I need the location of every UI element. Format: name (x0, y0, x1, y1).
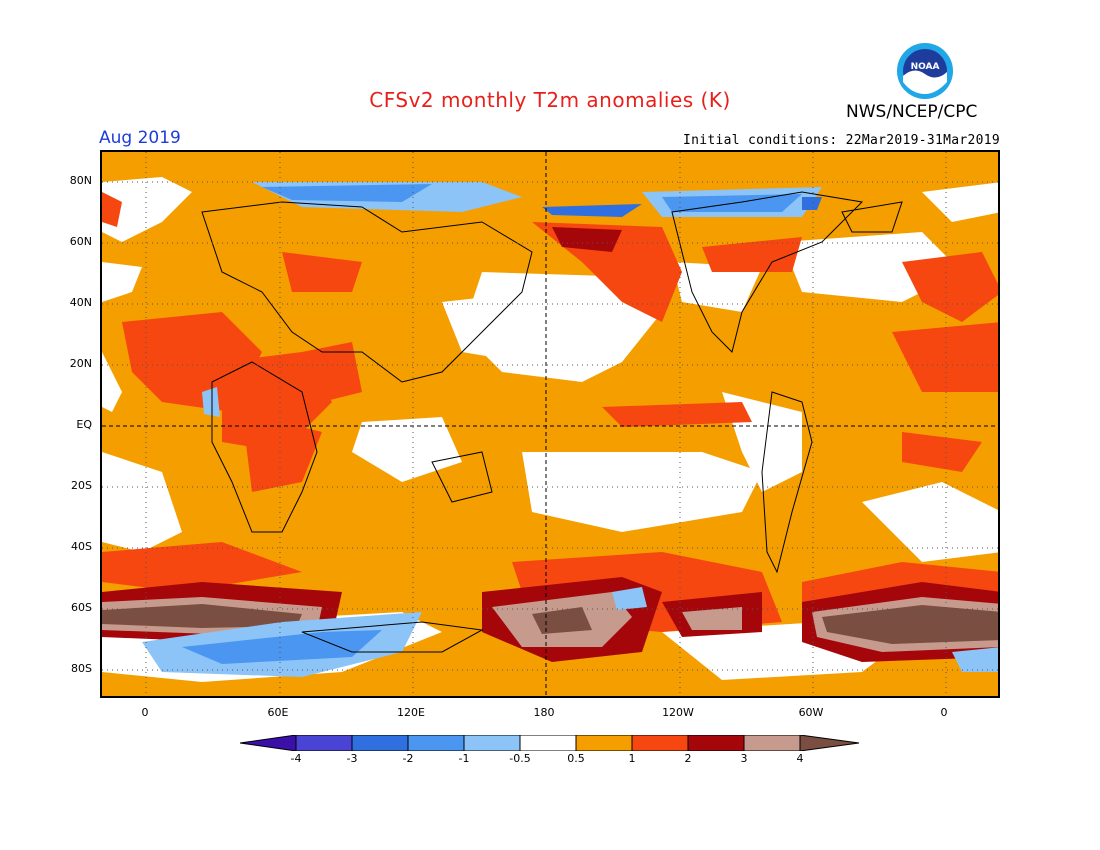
colorbar-label: -1 (458, 752, 470, 765)
lon-label-0-east: 0 (940, 706, 948, 719)
lat-label-40s: 40S (71, 540, 92, 553)
agency-label: NWS/NCEP/CPC (846, 102, 978, 122)
colorbar-label: 3 (740, 752, 748, 765)
colorbar-bin (687, 735, 745, 751)
lat-label-60s: 60S (71, 601, 92, 614)
colorbar-label: 1 (628, 752, 636, 765)
colorbar (240, 735, 860, 751)
colorbar-bin (519, 735, 577, 751)
initial-conditions: Initial conditions: 22Mar2019-31Mar2019 (683, 133, 1000, 148)
lon-label-60e: 60E (267, 706, 289, 719)
colorbar-label: -0.5 (509, 752, 531, 765)
colorbar-bin (295, 735, 353, 751)
anomaly-map (100, 150, 1000, 698)
colorbar-label: -4 (290, 752, 302, 765)
colorbar-bin (407, 735, 465, 751)
anomaly-field (102, 152, 998, 696)
coastlines (201, 191, 903, 653)
lon-label-120w: 120W (662, 706, 694, 719)
lat-label-80n: 80N (69, 174, 92, 187)
colorbar-label: 0.5 (567, 752, 585, 765)
colorbar-label: -2 (402, 752, 414, 765)
equator-and-dateline (102, 152, 998, 696)
colorbar-label: -3 (346, 752, 358, 765)
lon-label-60w: 60W (798, 706, 824, 719)
noaa-logo-icon: NOAA (897, 43, 953, 99)
lat-label-20n: 20N (69, 357, 92, 370)
colorbar-bin (463, 735, 521, 751)
lat-label-80s: 80S (71, 662, 92, 675)
cool-2-regions (182, 184, 802, 664)
lat-label-40n: 40N (69, 296, 92, 309)
warm-4-regions (102, 604, 998, 644)
colorbar-label: 4 (796, 752, 804, 765)
lat-label-60n: 60N (69, 235, 92, 248)
forecast-month: Aug 2019 (99, 128, 181, 148)
lon-label-0: 0 (141, 706, 149, 719)
colorbar-min-arrow (240, 735, 297, 751)
colorbar-max-arrow (799, 735, 860, 751)
lat-label-20s: 20S (71, 479, 92, 492)
colorbar-bin (743, 735, 801, 751)
map-title: CFSv2 monthly T2m anomalies (K) (369, 88, 731, 112)
svg-text:NOAA: NOAA (911, 62, 940, 72)
colorbar-label: 2 (684, 752, 692, 765)
cool-3-regions (542, 197, 822, 217)
colorbar-bin (351, 735, 409, 751)
colorbar-bin (575, 735, 633, 751)
lon-label-120e: 120E (397, 706, 425, 719)
gridlines (102, 152, 998, 696)
lon-label-180: 180 (533, 706, 555, 719)
lat-label-eq: EQ (76, 418, 92, 431)
colorbar-bin (631, 735, 689, 751)
